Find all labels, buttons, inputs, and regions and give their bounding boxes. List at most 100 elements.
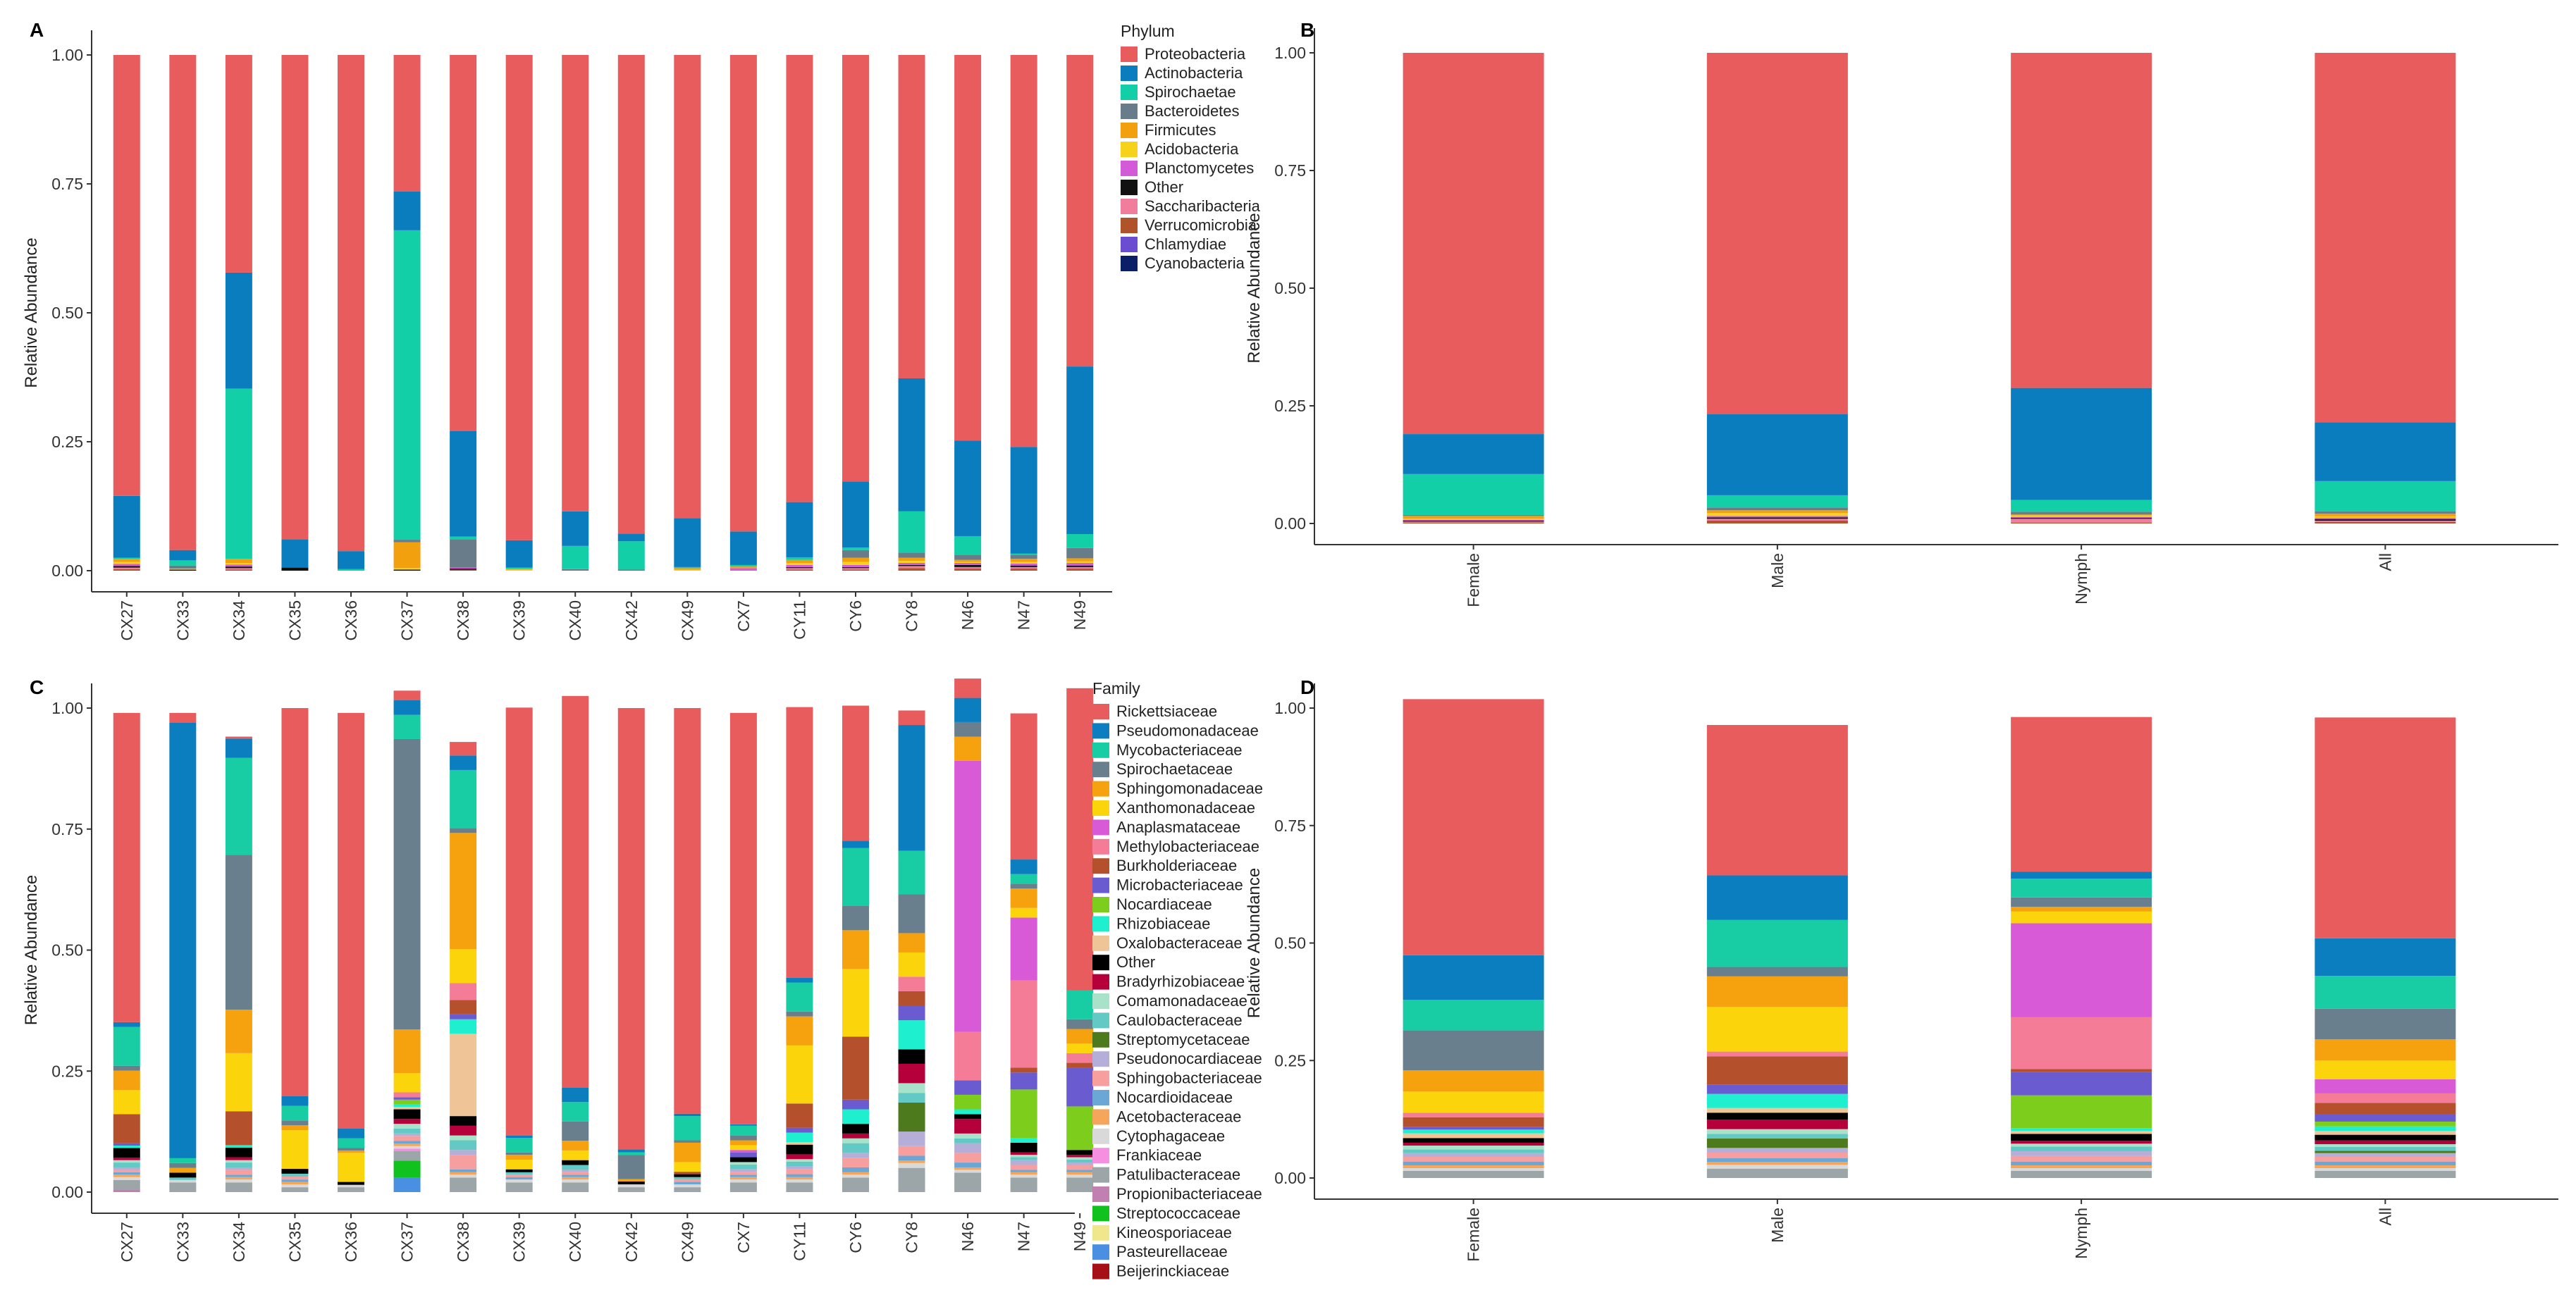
bar-CY6-pseudomonadaceae [842,841,869,848]
bar-CX37-patulibacteraceae [393,1151,421,1161]
bar-Nymph-microbacteriaceae [2011,1072,2152,1096]
bar-CX39-proteobacteria [505,55,533,540]
bar-N49-sphingomonadaceae [1066,1029,1094,1044]
bar-All-nocardiaceae [2315,1121,2456,1127]
bar-All-spirochaetaceae [2315,1008,2456,1040]
bar-CX49-xanthomonadaceae [674,1162,701,1172]
x-tick-label: CY6 [846,600,865,632]
bar-N47-sphingomonadaceae [1010,888,1037,908]
bar-CX39-rickettsiaceae [505,707,533,1136]
x-tick-label: N49 [1071,600,1089,630]
bar-N46-planctomycetes [954,563,982,565]
x-tick-label: CX49 [678,600,696,641]
bar-All-oxalobacteraceae [2315,1131,2456,1135]
legend-label: Pseudomonadaceae [1116,721,1259,739]
bar-N46-rickettsiaceae [954,678,982,698]
bar-CX27-pseudonocardiaceae [113,1167,140,1170]
bar-All-proteobacteria [2315,53,2456,423]
bar-CX42-mycobacteriaceae [617,1152,645,1155]
bar-CX38-other [450,1116,477,1126]
legend-swatch [1092,1109,1109,1125]
y-tick-label: 0.50 [51,941,83,960]
bar-CX33-bacteroidetes [169,565,197,569]
legend-swatch [1092,877,1109,893]
bar-CY11-saccharibacteria [786,568,813,570]
x-tick-label: CY6 [846,1222,865,1253]
bar-CX40-proteobacteria [562,55,589,512]
bar-CX37-spirochaetae [393,230,421,540]
bar-CY11-xanthomonadaceae [786,1045,813,1104]
bar-CX49-acidobacteria [674,569,701,571]
bar-CX34-comamonadaceae [225,1160,252,1163]
bars [113,678,1094,1192]
bar-Male-actinobacteria [1706,414,1848,495]
bar-CY6-sphingobacteriaceae [842,1158,869,1167]
bar-All-patulibacteraceae [2315,1170,2456,1178]
bar-CY6-acidobacteria [842,562,869,565]
bar-All-bacteroidetes [2315,511,2456,514]
bar-CX38-pseudomonadaceae [450,755,477,770]
legend-title: Family [1092,679,1140,698]
legend-label: Caulobacteraceae [1116,1011,1243,1029]
bar-CY11-pseudomonadaceae [786,977,813,983]
bar-CX40-nocardioidaceae [562,1174,589,1177]
bar-CX33-cytophagaceae [169,1179,197,1183]
bar-CX49-pseudomonadaceae [674,1113,701,1117]
bar-CX7-comamonadaceae [729,1162,757,1165]
bar-CX34-other [225,566,252,569]
bar-CY11-sphingobacteriaceae [786,1169,813,1174]
bar-All-planctomycetes [2315,517,2456,519]
bar-CX27-propionibacteriaceae [113,1189,140,1192]
bar-N47-spirochaetaceae [1010,884,1037,889]
legend-label: Proteobacteria [1145,45,1246,63]
bar-CX42-cytophagaceae [617,1184,645,1188]
bar-CX7-planctomycetes [729,568,757,571]
panel-D: D 0.00 0.25 0.50 0.75 1.00 Female Male Nymph All R… [1245,676,2558,1262]
x-tick-label: CX38 [454,600,472,641]
bar-CX7-caulobacteraceae [729,1164,757,1170]
bar-CX37-other [393,569,421,571]
bar-CX7-acetobacteraceae [729,1177,757,1180]
bar-CY11-pseudonocardiaceae [786,1166,813,1170]
bar-Nymph-firmicutes [2011,514,2152,516]
bar-CX49-actinobacteria [674,518,701,567]
bar-CX40-pseudomonadaceae [562,1087,589,1103]
bar-CX37-microbacteriaceae [393,1097,421,1100]
bar-CX35-spirochaetaceae [281,1120,309,1126]
bar-CX27-other [113,1148,140,1158]
bar-CX34-sphingobacteriaceae [225,1170,252,1175]
bar-N49-acidobacteria [1066,561,1094,564]
bar-N47-other [1010,565,1037,567]
x-tick-label: N46 [959,1222,977,1251]
bar-Male-streptomycetaceae [1706,1138,1848,1148]
bar-Female-other [1403,1138,1544,1143]
bar-N49-microbacteriaceae [1066,1067,1094,1107]
bar-Nymph-caulobacteraceae [2011,1146,2152,1151]
bar-CY8-verrucomicrobia [898,568,925,571]
bar-CY8-sphingomonadaceae [898,933,925,953]
bar-CX42-actinobacteria [617,533,645,542]
bar-N47-saccharibacteria [1010,566,1037,569]
bar-N49-actinobacteria [1066,366,1094,535]
bar-All-sphingomonadaceae [2315,1039,2456,1061]
legend-swatch [1092,974,1109,990]
bar-CX33-pseudomonadaceae [169,722,197,1158]
legend-swatch [1092,1128,1109,1144]
bar-CX37-nocardioidaceae [393,1141,421,1144]
bar-Nymph-rickettsiaceae [2011,717,2152,872]
x-tick-label: CX40 [566,600,584,641]
bar-CY8-planctomycetes [898,563,925,565]
bar-N49-mycobacteriaceae [1066,990,1094,1019]
bar-CX7-firmicutes [729,566,757,569]
bar-CY11-nocardioidaceae [786,1174,813,1177]
legend-label: Other [1145,178,1183,196]
bar-All-firmicutes [2315,513,2456,516]
bar-Nymph-oxalobacteraceae [2011,1131,2152,1134]
bar-CX34-mycobacteriaceae [225,757,252,855]
legend-label: Rhizobiaceae [1116,914,1210,932]
x-tick-label: CY11 [790,600,808,640]
y-tick-label: 1.00 [51,46,83,64]
bar-Male-firmicutes [1706,510,1848,514]
bar-Female-sphingomonadaceae [1403,1070,1544,1092]
bar-N47-acetobacteraceae [1010,1172,1037,1175]
